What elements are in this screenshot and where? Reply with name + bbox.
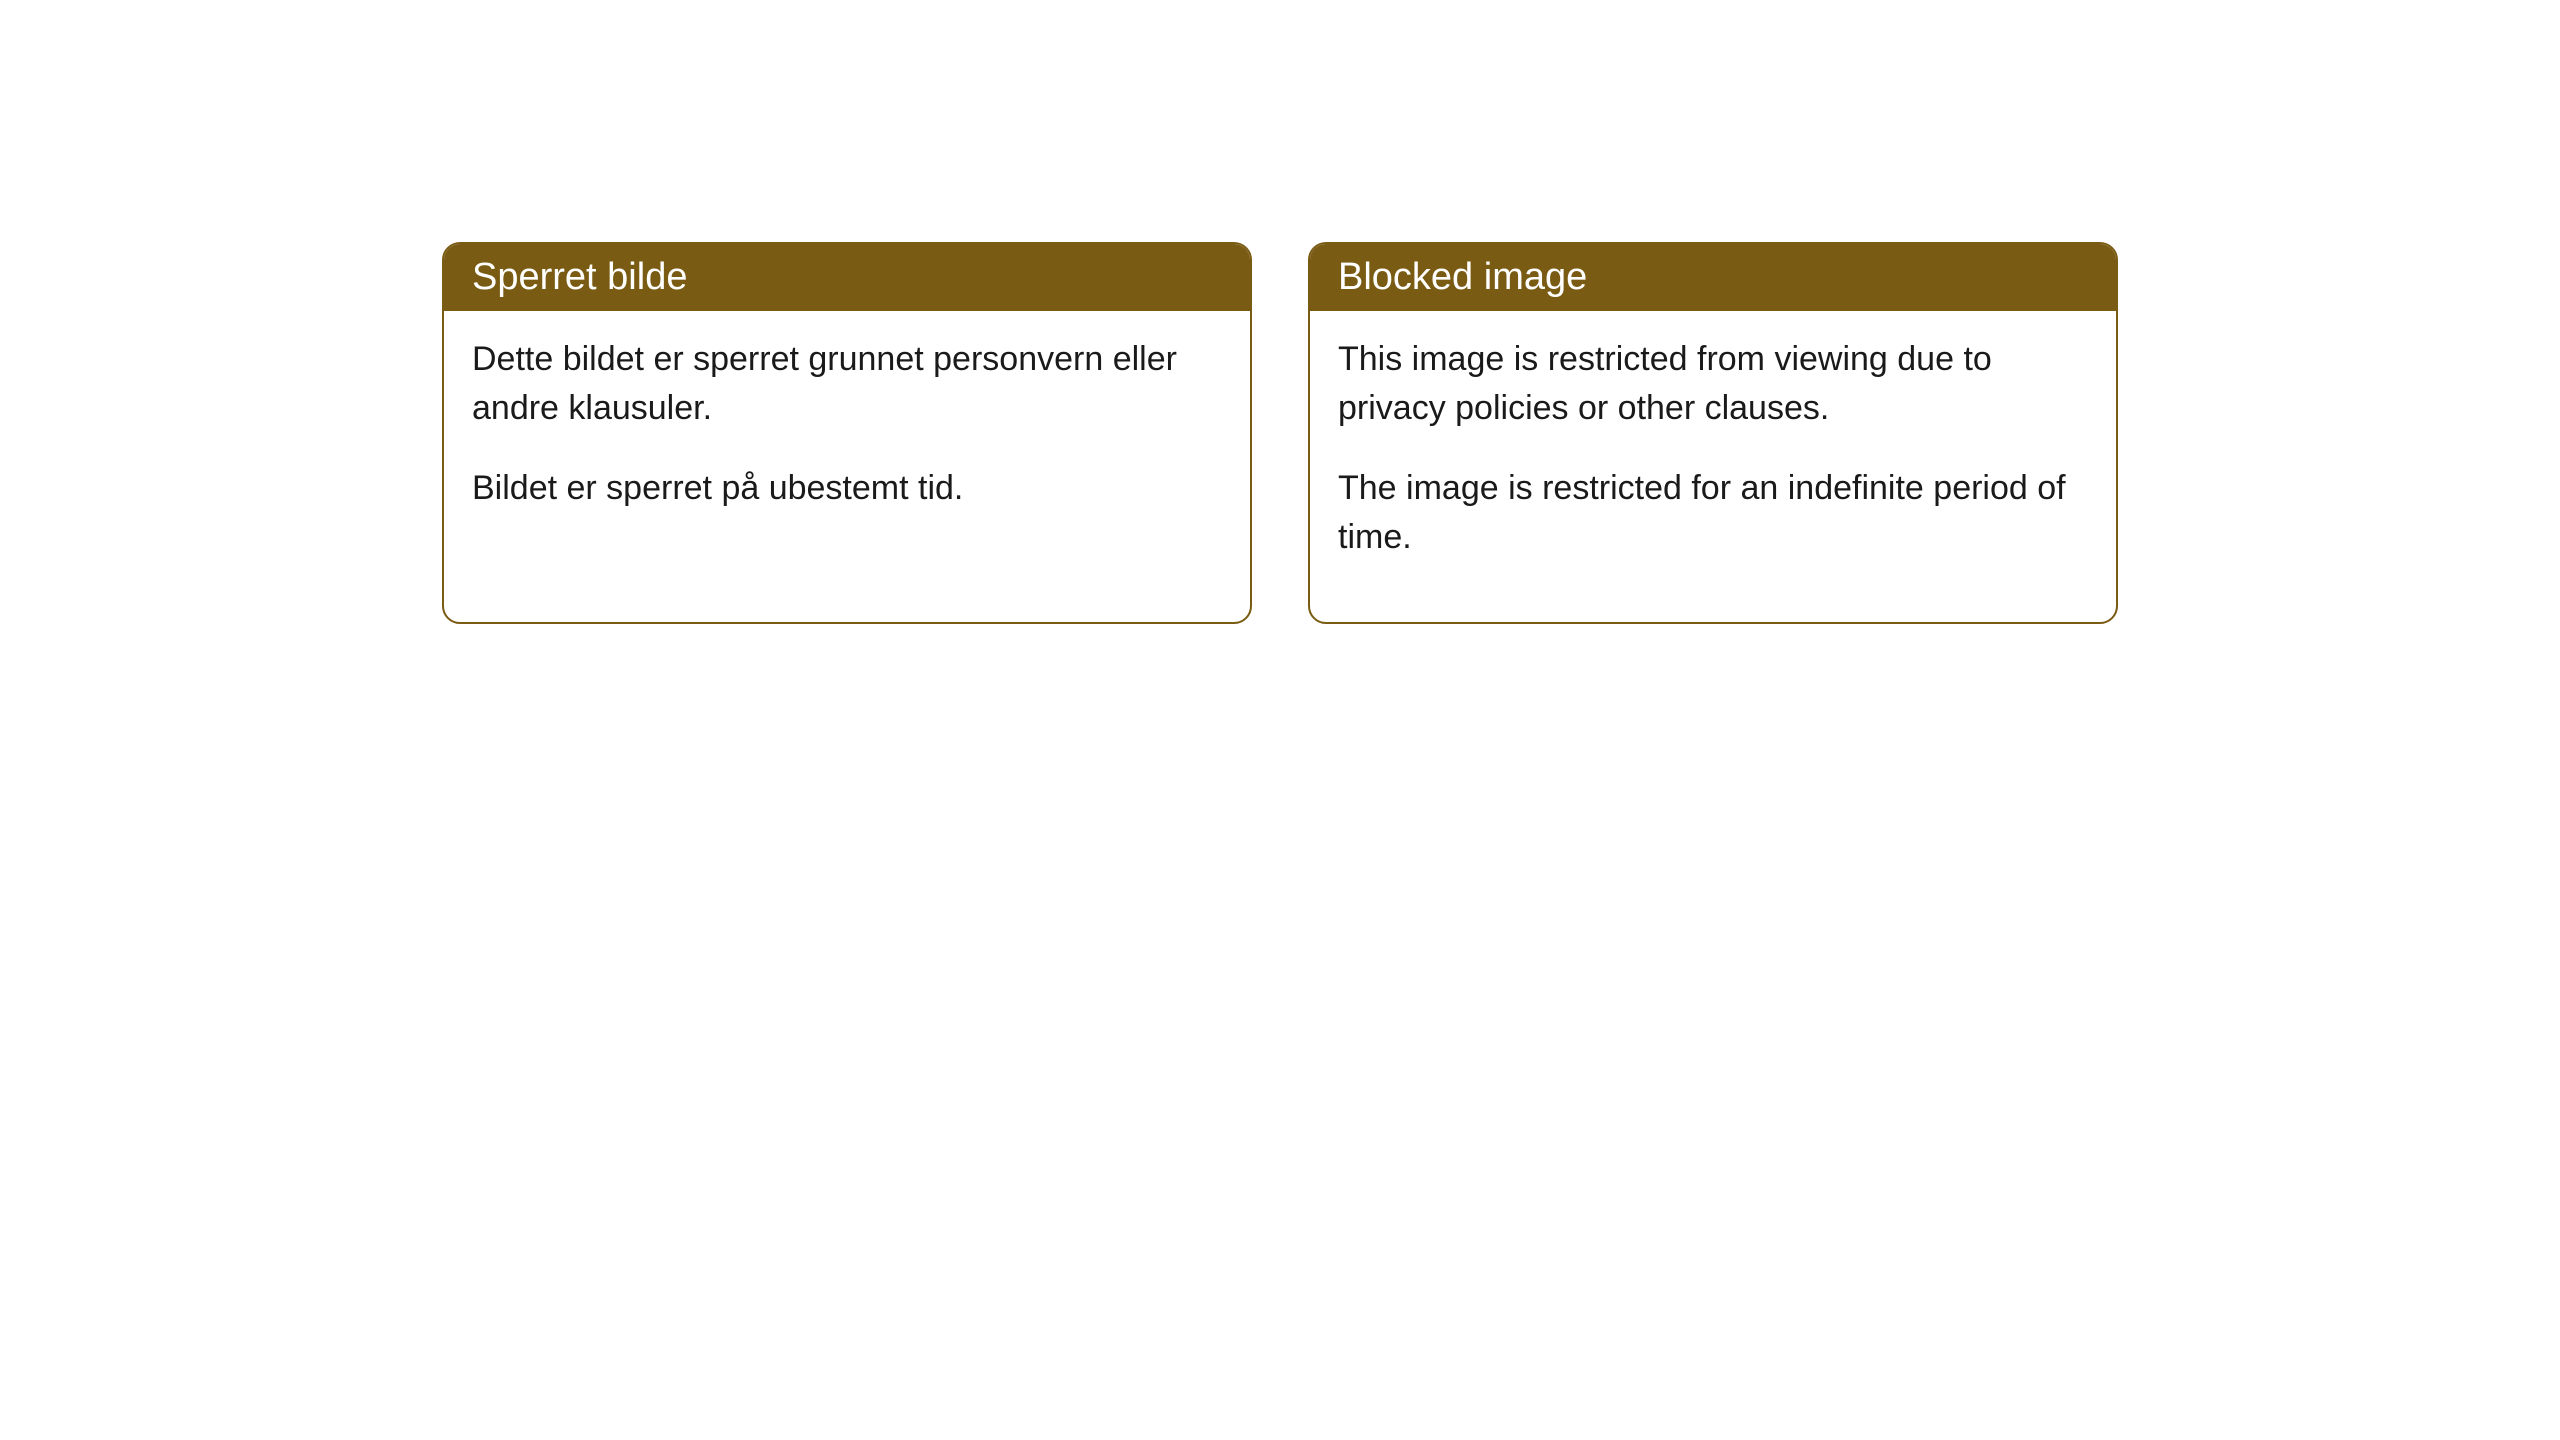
- card-body-norwegian: Dette bildet er sperret grunnet personve…: [444, 311, 1250, 573]
- card-para1-norwegian: Dette bildet er sperret grunnet personve…: [472, 335, 1222, 434]
- card-header-english: Blocked image: [1310, 244, 2116, 311]
- card-header-norwegian: Sperret bilde: [444, 244, 1250, 311]
- card-english: Blocked image This image is restricted f…: [1308, 242, 2118, 624]
- card-body-english: This image is restricted from viewing du…: [1310, 311, 2116, 622]
- card-para1-english: This image is restricted from viewing du…: [1338, 335, 2088, 434]
- card-norwegian: Sperret bilde Dette bildet er sperret gr…: [442, 242, 1252, 624]
- card-para2-norwegian: Bildet er sperret på ubestemt tid.: [472, 464, 1222, 513]
- card-para2-english: The image is restricted for an indefinit…: [1338, 464, 2088, 563]
- cards-container: Sperret bilde Dette bildet er sperret gr…: [442, 242, 2118, 624]
